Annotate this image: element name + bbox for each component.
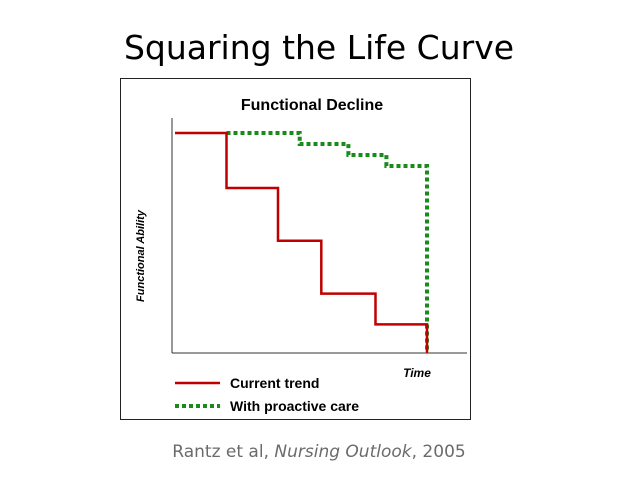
chart: Functional Decline Functional Ability Ti…	[135, 97, 467, 414]
citation: Rantz et al, Nursing Outlook, 2005	[0, 442, 638, 462]
slide-title: Squaring the Life Curve	[123, 28, 515, 67]
y-axis-label: Functional Ability	[135, 209, 147, 302]
chart-title: Functional Decline	[241, 97, 383, 114]
citation-journal: Nursing Outlook	[274, 442, 412, 462]
legend-label-current-trend: Current trend	[230, 375, 319, 391]
legend-label-proactive-care: With proactive care	[230, 398, 359, 414]
citation-year: , 2005	[411, 442, 466, 462]
chart-frame	[120, 78, 471, 420]
series-line-with-proactive-care	[226, 131, 429, 353]
x-axis-label: Time	[403, 366, 431, 380]
citation-authors: Rantz et al,	[172, 442, 275, 462]
plot-area	[171, 118, 467, 354]
legend: Current trend With proactive care	[175, 375, 359, 414]
series-layer	[175, 131, 429, 353]
series-line-current-trend	[175, 131, 429, 353]
